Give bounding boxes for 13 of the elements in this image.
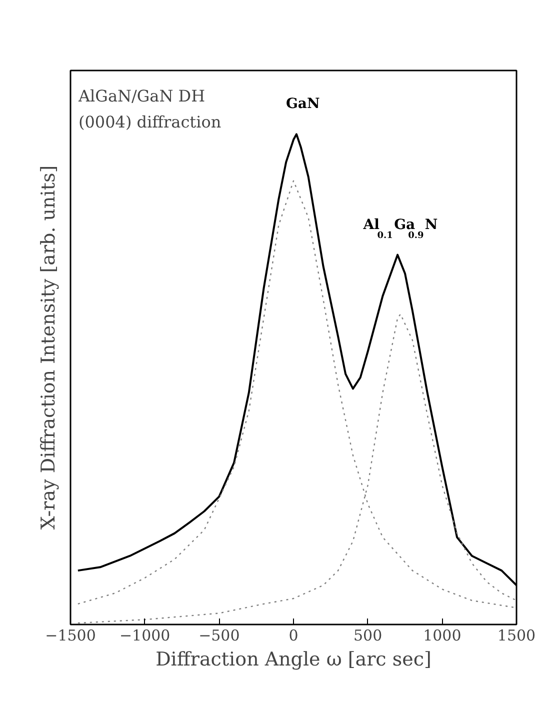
x-tick-label: 500 [354,626,382,644]
annotation: GaN [286,96,320,112]
x-tick-label: −500 [198,626,240,644]
y-axis-title: X-ray Diffraction Intensity [arb. units] [38,165,60,530]
x-tick-label: 0 [288,626,298,644]
x-tick-label: −1000 [119,626,170,644]
annotation: Al0.1Ga0.9N [362,216,438,241]
x-axis-title: Diffraction Angle ω [arc sec] [156,648,432,670]
x-tick-label: 1500 [497,626,536,644]
text: (0004) diffraction [78,112,222,132]
x-tick-label: −1500 [45,626,96,644]
x-tick-label: 1000 [423,626,462,644]
text: AlGaN/GaN DH [78,86,206,106]
